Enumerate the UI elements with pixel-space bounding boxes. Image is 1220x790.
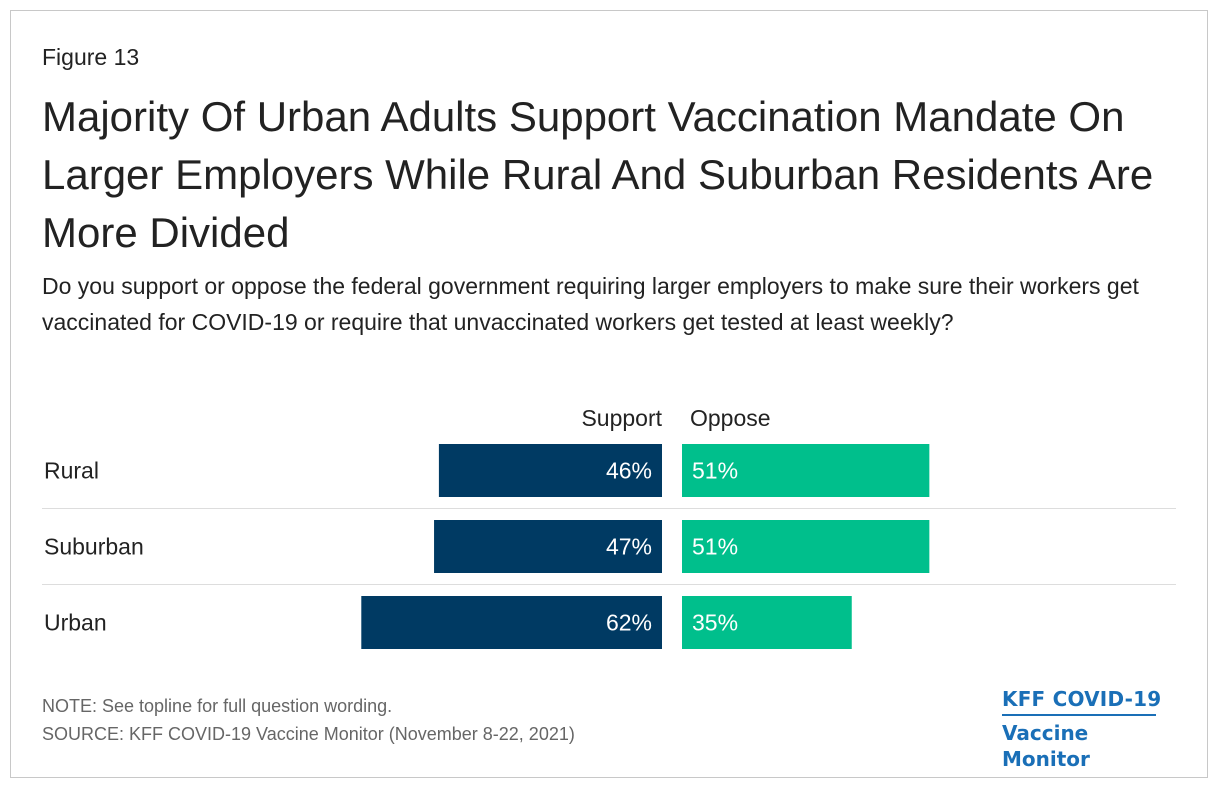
logo-line1: KFF COVID-19	[1002, 687, 1162, 711]
label-oppose-rural: 51%	[692, 458, 738, 484]
category-label-suburban: Suburban	[44, 534, 144, 560]
category-label-urban: Urban	[44, 610, 107, 636]
bar-support-urban	[361, 596, 662, 649]
label-support-suburban: 47%	[606, 534, 652, 560]
figure-label: Figure 13	[42, 44, 140, 70]
bar-support-rural	[438, 444, 662, 497]
kff-logo: KFF COVID-19 Vaccine Monitor	[1002, 686, 1178, 772]
legend-support: Support	[581, 405, 662, 431]
chart-title: Majority Of Urban Adults Support Vaccina…	[42, 93, 1154, 256]
bar-oppose-rural	[682, 444, 930, 497]
bar-chart: Rural 46% 51% Suburban 47% 51% Urban 62% 35%	[42, 444, 1176, 649]
logo-rule	[1002, 714, 1156, 716]
bar-support-suburban	[434, 520, 662, 573]
label-support-urban: 62%	[606, 610, 652, 636]
label-oppose-suburban: 51%	[692, 534, 738, 560]
label-oppose-urban: 35%	[692, 610, 738, 636]
chart-subtitle: Do you support or oppose the federal gov…	[42, 273, 1139, 335]
bar-oppose-urban	[682, 596, 852, 649]
figure-frame	[10, 10, 1208, 778]
bar-oppose-suburban	[682, 520, 930, 573]
label-support-rural: 46%	[606, 458, 652, 484]
note-text: NOTE: See topline for full question word…	[42, 696, 393, 716]
logo-line2: Vaccine Monitor	[1002, 721, 1090, 771]
source-text: SOURCE: KFF COVID-19 Vaccine Monitor (No…	[42, 724, 575, 744]
legend-oppose: Oppose	[690, 405, 771, 431]
chart-notes: NOTE: See topline for full question word…	[42, 692, 575, 748]
category-label-rural: Rural	[44, 458, 99, 484]
